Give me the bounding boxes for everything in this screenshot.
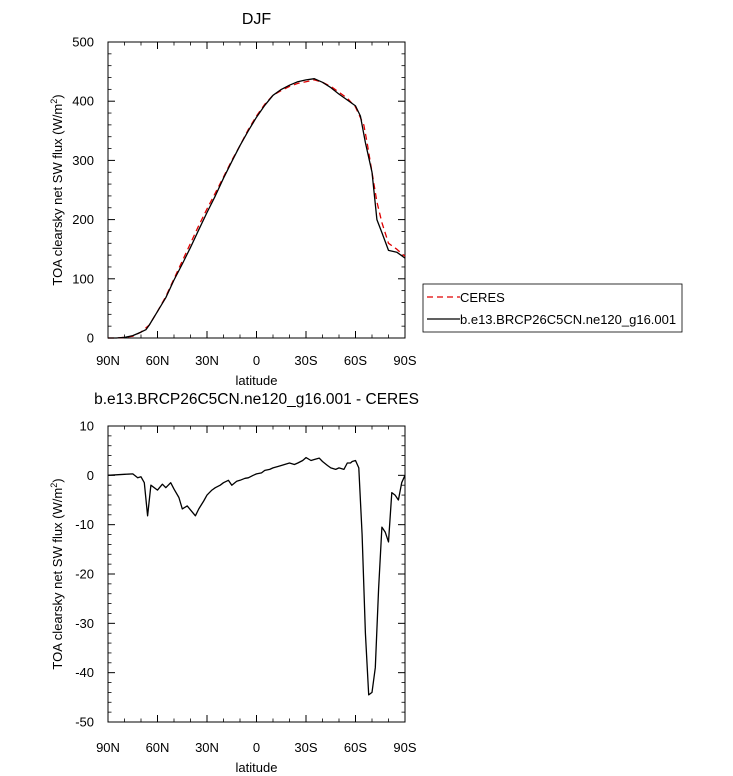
y-tick-label: -10 [75, 517, 94, 532]
y-tick-label: 0 [87, 331, 94, 346]
y-tick-label: 400 [72, 94, 94, 109]
series-line-1 [108, 78, 406, 339]
x-tick-label: 90S [393, 740, 416, 755]
y-tick-label: 100 [72, 271, 94, 286]
series-line-0 [108, 79, 406, 339]
y-axis-label-sup: 2 [49, 483, 59, 488]
y-tick-label: 200 [72, 212, 94, 227]
x-axis-label: latitude [236, 373, 278, 388]
y-axis-label-main: TOA clearsky net SW flux (W/m [50, 488, 65, 670]
chart-title: DJF [242, 11, 272, 28]
x-tick-label: 60S [344, 740, 367, 755]
legend-label-ceres: CERES [460, 290, 505, 305]
legend: CERES b.e13.BRCP26C5CN.ne120_g16.001 [422, 283, 683, 333]
x-tick-label: 90S [393, 353, 416, 368]
y-tick-label: -30 [75, 616, 94, 631]
y-axis-label: TOA clearsky net SW flux (W/m2) [49, 478, 65, 669]
top-panel: DJF 90N 60N 30N 0 30S 60S 90S 0 100 200 300 400 500 la… [49, 11, 417, 388]
plot-frame [107, 41, 406, 339]
x-tick-label: 0 [253, 740, 260, 755]
plot-frame [107, 425, 406, 723]
x-tick-label: 30S [294, 353, 317, 368]
y-tick-label: 10 [80, 419, 94, 434]
y-axis-label-end: ) [50, 478, 65, 482]
y-axis-label-sup: 2 [49, 99, 59, 104]
x-tick-label: 60N [146, 740, 170, 755]
legend-label-model: b.e13.BRCP26C5CN.ne120_g16.001 [460, 312, 676, 327]
x-tick-label: 30N [195, 740, 219, 755]
x-tick-label: 90N [96, 353, 120, 368]
y-tick-label: -50 [75, 715, 94, 730]
y-axis-label-main: TOA clearsky net SW flux (W/m [50, 104, 65, 286]
y-tick-label: -40 [75, 665, 94, 680]
chart-title: b.e13.BRCP26C5CN.ne120_g16.001 - CERES [94, 391, 419, 408]
y-tick-label: -20 [75, 567, 94, 582]
y-tick-label: 300 [72, 153, 94, 168]
y-axis-label-end: ) [50, 94, 65, 98]
y-tick-label: 0 [87, 468, 94, 483]
y-axis-label: TOA clearsky net SW flux (W/m2) [49, 94, 65, 285]
x-tick-label: 60N [146, 353, 170, 368]
x-tick-label: 90N [96, 740, 120, 755]
bottom-panel: b.e13.BRCP26C5CN.ne120_g16.001 - CERES 90… [49, 391, 419, 775]
x-tick-label: 30S [294, 740, 317, 755]
legend-box [422, 283, 683, 333]
x-axis-label: latitude [236, 760, 278, 775]
x-tick-label: 30N [195, 353, 219, 368]
x-tick-label: 0 [253, 353, 260, 368]
x-tick-label: 60S [344, 353, 367, 368]
series-line-0 [107, 456, 406, 696]
y-tick-label: 500 [72, 35, 94, 50]
